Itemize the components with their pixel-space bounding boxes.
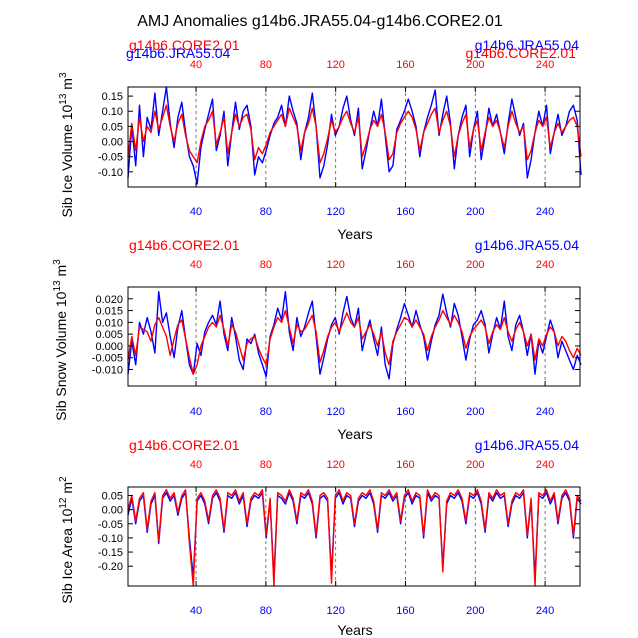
y-axis-label: Sib Snow Volume 1013 m3 [52, 259, 69, 421]
x-tick-label-top: 120 [326, 59, 344, 71]
y-tick-label: 0.00 [102, 505, 123, 517]
y-tick-label: -0.15 [98, 547, 123, 559]
x-tick-label-bottom: 120 [326, 206, 344, 218]
y-tick-label: 0.005 [95, 329, 123, 341]
x-tick-label-top: 40 [190, 59, 202, 71]
plot-frame [127, 486, 581, 587]
x-tick-label-bottom: 40 [190, 605, 202, 617]
x-tick-label-bottom: 80 [260, 406, 272, 418]
y-tick-label: 0.020 [95, 294, 123, 306]
series-line-g14b6.CORE2.01 [127, 489, 582, 587]
x-tick-label-top: 160 [396, 459, 414, 471]
plot-frame [127, 86, 581, 188]
legend-jra55: g14b6.JRA55.04 [475, 237, 580, 253]
legend-jra55: g14b6.JRA55.04 [475, 37, 580, 53]
y-tick-label: 0.15 [102, 91, 123, 103]
y-tick-label: 0.00 [102, 137, 123, 149]
x-tick-label-bottom: 200 [466, 605, 484, 617]
legend-jra55-overlap: g14b6.JRA55.04 [126, 45, 231, 61]
y-tick-label: 0.015 [95, 306, 123, 318]
legend-core2-overlap: g14b6.CORE2.01 [465, 45, 576, 61]
x-tick-label-top: 120 [326, 459, 344, 471]
x-tick-label-bottom: 120 [326, 406, 344, 418]
x-tick-label-top: 80 [260, 259, 272, 271]
x-axis-label: Years [337, 226, 372, 242]
x-tick-label-bottom: 240 [536, 206, 554, 218]
x-tick-label-top: 200 [466, 459, 484, 471]
legend-jra55: g14b6.JRA55.04 [475, 437, 580, 453]
panel-ice-area: g14b6.CORE2.01 g14b6.JRA55.04 -0.20 -0.15… [58, 437, 582, 638]
x-tick-label-top: 80 [260, 459, 272, 471]
y-tick-label: -0.005 [92, 353, 123, 365]
x-tick-label-top: 40 [190, 259, 202, 271]
y-tick-label: -0.05 [98, 152, 123, 164]
y-tick-label: 0.000 [95, 341, 123, 353]
x-tick-label-top: 240 [536, 59, 554, 71]
legend-core2: g14b6.CORE2.01 [129, 437, 240, 453]
series-line-g14b6.CORE2.01 [127, 104, 582, 164]
legend-core2: g14b6.CORE2.01 [129, 37, 240, 53]
x-tick-label-bottom: 240 [536, 406, 554, 418]
x-tick-label-bottom: 80 [260, 206, 272, 218]
y-tick-label: -0.20 [98, 561, 123, 573]
y-axis-label: Sib Ice Volume 1013 m3 [58, 72, 75, 218]
y-tick-label: -0.010 [92, 365, 123, 377]
plot-frame [127, 286, 581, 387]
y-tick-label: 0.05 [102, 490, 123, 502]
x-tick-label-top: 120 [326, 259, 344, 271]
x-tick-label-top: 160 [396, 59, 414, 71]
y-axis-label: Sib Ice Area 1012 m2 [58, 476, 75, 604]
x-tick-label-bottom: 120 [326, 605, 344, 617]
y-tick-label: 0.10 [102, 106, 123, 118]
x-tick-label-bottom: 40 [190, 206, 202, 218]
x-tick-label-bottom: 160 [396, 206, 414, 218]
x-tick-label-bottom: 80 [260, 605, 272, 617]
panel-ice-volume: g14b6.CORE2.01 g14b6.JRA55.04 g14b6.JRA5… [58, 37, 582, 242]
y-tick-label: -0.10 [98, 167, 123, 179]
figure-title: AMJ Anomalies g14b6.JRA55.04-g14b6.CORE2… [137, 13, 503, 30]
x-tick-label-bottom: 160 [396, 406, 414, 418]
x-axis-label: Years [337, 622, 372, 638]
series-line-g14b6.CORE2.01 [127, 309, 582, 375]
x-axis-label: Years [337, 426, 372, 442]
x-tick-label-bottom: 200 [466, 206, 484, 218]
x-tick-label-bottom: 200 [466, 406, 484, 418]
x-tick-label-top: 200 [466, 59, 484, 71]
x-tick-label-top: 240 [536, 459, 554, 471]
x-tick-label-top: 160 [396, 259, 414, 271]
panel-snow-volume: g14b6.CORE2.01 g14b6.JRA55.04 -0.010-0.0… [52, 237, 582, 442]
y-tick-label: 0.010 [95, 317, 123, 329]
x-tick-label-bottom: 40 [190, 406, 202, 418]
y-tick-label: -0.05 [98, 519, 123, 531]
x-tick-label-bottom: 240 [536, 605, 554, 617]
legend-core2: g14b6.CORE2.01 [129, 237, 240, 253]
x-tick-label-top: 40 [190, 459, 202, 471]
x-tick-label-top: 200 [466, 259, 484, 271]
x-tick-label-top: 80 [260, 59, 272, 71]
x-tick-label-top: 240 [536, 259, 554, 271]
y-tick-label: -0.10 [98, 533, 123, 545]
x-tick-label-bottom: 160 [396, 605, 414, 617]
y-tick-label: 0.05 [102, 121, 123, 133]
